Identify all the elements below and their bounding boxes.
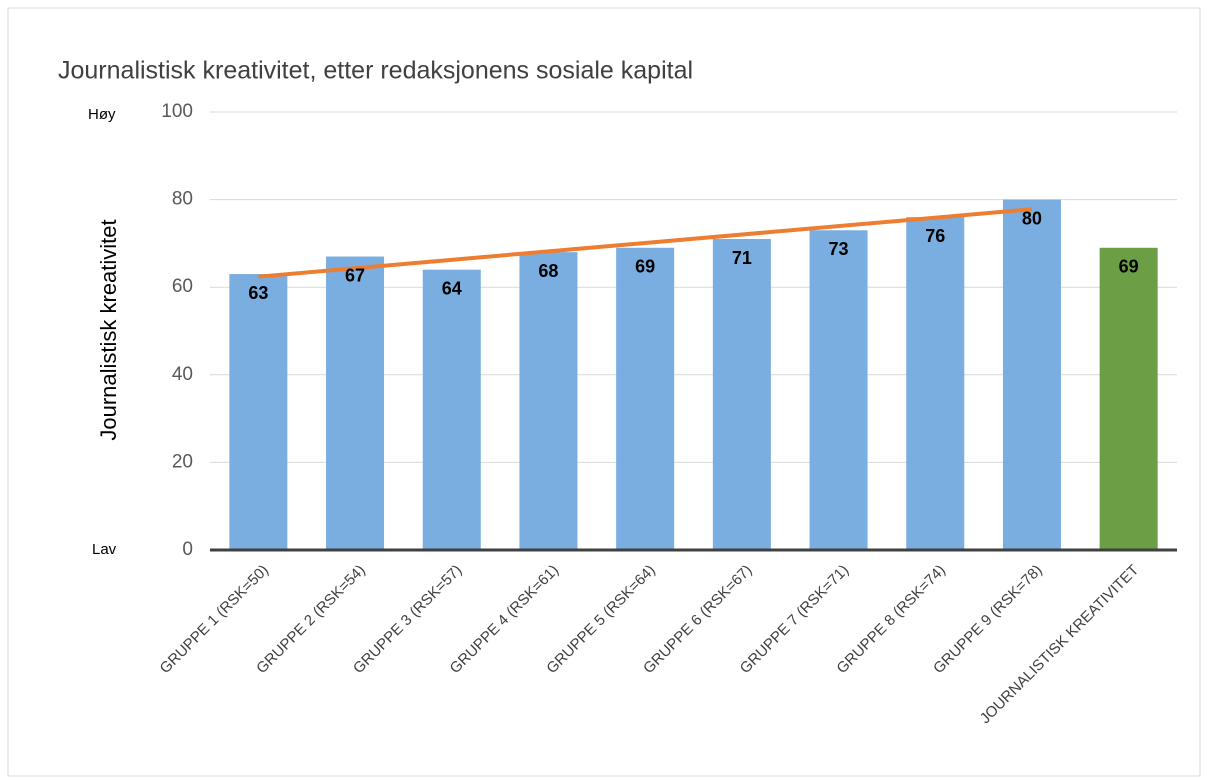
bar (1099, 247, 1158, 550)
bar (229, 274, 288, 550)
y-tick-label: 20 (172, 451, 193, 472)
y-tick-label: 80 (172, 189, 193, 210)
data-label: 71 (732, 248, 752, 268)
bar (422, 269, 481, 550)
data-label: 80 (1022, 208, 1042, 228)
chart-frame (7, 7, 1201, 777)
data-label: 68 (538, 261, 558, 281)
data-label: 64 (442, 278, 462, 298)
bar (906, 217, 965, 550)
annotation: Høy (88, 106, 116, 123)
bar (326, 256, 385, 550)
bar (519, 252, 578, 550)
y-tick-label: 0 (182, 539, 193, 560)
bar (616, 247, 675, 550)
y-tick-label: 40 (172, 364, 193, 385)
y-tick-label: 60 (172, 276, 193, 297)
data-label: 69 (1119, 257, 1139, 277)
bar (712, 239, 771, 550)
y-axis-label: Journalistisk kreativitet (96, 219, 121, 440)
data-label: 63 (248, 283, 268, 303)
data-label: 73 (829, 239, 849, 259)
annotation: Lav (92, 541, 117, 558)
data-label: 76 (925, 226, 945, 246)
data-label: 67 (345, 265, 365, 285)
bar (1002, 199, 1061, 550)
bar (809, 230, 868, 550)
y-tick-label: 100 (161, 101, 193, 122)
chart-title: Journalistisk kreativitet, etter redaksj… (58, 57, 693, 85)
trendline (258, 207, 1033, 279)
data-label: 69 (635, 257, 655, 277)
